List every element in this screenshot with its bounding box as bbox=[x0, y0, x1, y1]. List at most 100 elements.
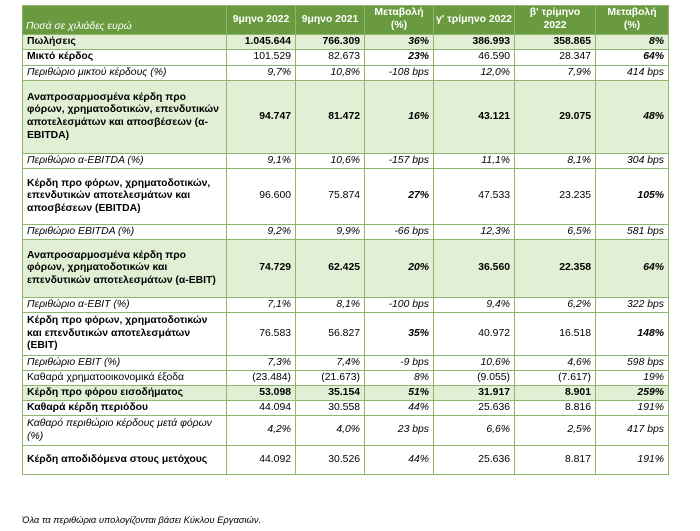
cell-change: 48% bbox=[595, 80, 669, 154]
cell-value: 10,8% bbox=[295, 65, 365, 81]
cell-value: 9,4% bbox=[433, 297, 515, 313]
row-label: Περιθώριο α-EBIT (%) bbox=[22, 297, 227, 313]
cell-value: 28.347 bbox=[514, 49, 596, 66]
cell-value: 2,5% bbox=[514, 415, 596, 446]
row-label: Κέρδη αποδιδόμενα στους μετόχους bbox=[22, 445, 227, 475]
financial-table-container: Ποσά σε χιλιάδες ευρώ 9μηνο 2022 9μηνο 2… bbox=[22, 5, 669, 475]
header-q3-2022: γ' τρίμηνο 2022 bbox=[433, 5, 515, 35]
table-row: Περιθώριο α-EBIT (%) 7,1% 8,1% -100 bps … bbox=[22, 297, 669, 313]
cell-value: (7.617) bbox=[514, 370, 596, 386]
cell-change: 44% bbox=[364, 445, 434, 475]
cell-value: 36.560 bbox=[433, 239, 515, 298]
row-label: Αναπροσαρμοσμένα κέρδη προ φόρων, χρηματ… bbox=[22, 239, 227, 298]
header-change-q: Μεταβολή (%) bbox=[595, 5, 669, 35]
cell-value: 7,1% bbox=[226, 297, 296, 313]
cell-change: 64% bbox=[595, 49, 669, 66]
cell-value: 44.092 bbox=[226, 445, 296, 475]
cell-value: 47.533 bbox=[433, 168, 515, 225]
cell-value: 9,2% bbox=[226, 224, 296, 240]
cell-value: 8,1% bbox=[295, 297, 365, 313]
cell-value: 96.600 bbox=[226, 168, 296, 225]
cell-value: 766.309 bbox=[295, 34, 365, 50]
cell-value: 7,3% bbox=[226, 355, 296, 371]
cell-change: 8% bbox=[364, 370, 434, 386]
cell-value: 22.358 bbox=[514, 239, 596, 298]
cell-change: 35% bbox=[364, 312, 434, 356]
cell-value: 74.729 bbox=[226, 239, 296, 298]
cell-change: -100 bps bbox=[364, 297, 434, 313]
table-row: Περιθώριο EBIT (%) 7,3% 7,4% -9 bps 10,6… bbox=[22, 355, 669, 371]
cell-value: 82.673 bbox=[295, 49, 365, 66]
row-label: Καθαρά κέρδη περιόδου bbox=[22, 400, 227, 416]
table-row: Αναπροσαρμοσμένα κέρδη προ φόρων, χρηματ… bbox=[22, 80, 669, 154]
cell-change: 64% bbox=[595, 239, 669, 298]
table-row: Καθαρό περιθώριο κέρδους μετά φόρων (%) … bbox=[22, 415, 669, 446]
cell-change: 23% bbox=[364, 49, 434, 66]
cell-value: 43.121 bbox=[433, 80, 515, 154]
cell-value: (9.055) bbox=[433, 370, 515, 386]
row-label: Περιθώριο α-EBITDA (%) bbox=[22, 153, 227, 169]
cell-change: -66 bps bbox=[364, 224, 434, 240]
cell-value: 23.235 bbox=[514, 168, 596, 225]
cell-change: 44% bbox=[364, 400, 434, 416]
header-units-label: Ποσά σε χιλιάδες ευρώ bbox=[22, 5, 227, 35]
cell-change: 304 bps bbox=[595, 153, 669, 169]
row-label: Αναπροσαρμοσμένα κέρδη προ φόρων, χρηματ… bbox=[22, 80, 227, 154]
cell-value: 81.472 bbox=[295, 80, 365, 154]
cell-change: 191% bbox=[595, 445, 669, 475]
cell-value: 53.098 bbox=[226, 385, 296, 401]
cell-change: 16% bbox=[364, 80, 434, 154]
cell-value: 4,2% bbox=[226, 415, 296, 446]
table-row: Περιθώριο EBITDA (%) 9,2% 9,9% -66 bps 1… bbox=[22, 224, 669, 240]
table-row: Πωλήσεις 1.045.644 766.309 36% 386.993 3… bbox=[22, 34, 669, 50]
table-row: Καθαρά χρηματοοικονομικά έξοδα (23.484) … bbox=[22, 370, 669, 386]
cell-value: 101.529 bbox=[226, 49, 296, 66]
table-row: Αναπροσαρμοσμένα κέρδη προ φόρων, χρηματ… bbox=[22, 239, 669, 298]
cell-value: 7,9% bbox=[514, 65, 596, 81]
cell-value: 1.045.644 bbox=[226, 34, 296, 50]
cell-value: 12,0% bbox=[433, 65, 515, 81]
cell-value: 75.874 bbox=[295, 168, 365, 225]
row-label: Περιθώριο EBITDA (%) bbox=[22, 224, 227, 240]
table-row: Καθαρά κέρδη περιόδου 44.094 30.558 44% … bbox=[22, 400, 669, 416]
cell-value: 76.583 bbox=[226, 312, 296, 356]
header-change-9m: Μεταβολή (%) bbox=[364, 5, 434, 35]
cell-value: 30.526 bbox=[295, 445, 365, 475]
table-footnote: Όλα τα περιθώρια υπολογίζονται βάσει Κύκ… bbox=[22, 514, 262, 525]
table-row: Κέρδη αποδιδόμενα στους μετόχους 44.092 … bbox=[22, 445, 669, 475]
cell-change: 36% bbox=[364, 34, 434, 50]
cell-change: -108 bps bbox=[364, 65, 434, 81]
cell-value: 56.827 bbox=[295, 312, 365, 356]
row-label: Περιθώριο EBIT (%) bbox=[22, 355, 227, 371]
cell-value: 4,0% bbox=[295, 415, 365, 446]
cell-change: 322 bps bbox=[595, 297, 669, 313]
cell-value: 8,1% bbox=[514, 153, 596, 169]
cell-value: 386.993 bbox=[433, 34, 515, 50]
cell-change: 19% bbox=[595, 370, 669, 386]
cell-change: 581 bps bbox=[595, 224, 669, 240]
row-label: Κέρδη προ φόρων, χρηματοδοτικών και επεν… bbox=[22, 312, 227, 356]
cell-value: 6,6% bbox=[433, 415, 515, 446]
cell-value: 6,2% bbox=[514, 297, 596, 313]
header-9m-2021: 9μηνο 2021 bbox=[295, 5, 365, 35]
table-row: Κέρδη προ φόρων, χρηματοδοτικών και επεν… bbox=[22, 312, 669, 356]
cell-value: (23.484) bbox=[226, 370, 296, 386]
row-label: Καθαρά χρηματοοικονομικά έξοδα bbox=[22, 370, 227, 386]
cell-change: -9 bps bbox=[364, 355, 434, 371]
cell-change: -157 bps bbox=[364, 153, 434, 169]
cell-value: 10,6% bbox=[433, 355, 515, 371]
cell-value: 31.917 bbox=[433, 385, 515, 401]
cell-value: 35.154 bbox=[295, 385, 365, 401]
cell-change: 51% bbox=[364, 385, 434, 401]
financial-results-table: Ποσά σε χιλιάδες ευρώ 9μηνο 2022 9μηνο 2… bbox=[22, 5, 669, 475]
table-row: Μικτό κέρδος 101.529 82.673 23% 46.590 2… bbox=[22, 49, 669, 66]
table-header-row: Ποσά σε χιλιάδες ευρώ 9μηνο 2022 9μηνο 2… bbox=[22, 5, 669, 35]
row-label: Κέρδη προ φόρων, χρηματοδοτικών, επενδυτ… bbox=[22, 168, 227, 225]
cell-change: 105% bbox=[595, 168, 669, 225]
cell-change: 148% bbox=[595, 312, 669, 356]
cell-value: 62.425 bbox=[295, 239, 365, 298]
header-q2-2022: β' τρίμηνο 2022 bbox=[514, 5, 596, 35]
row-label: Καθαρό περιθώριο κέρδους μετά φόρων (%) bbox=[22, 415, 227, 446]
table-row: Περιθώριο α-EBITDA (%) 9,1% 10,6% -157 b… bbox=[22, 153, 669, 169]
cell-value: 9,7% bbox=[226, 65, 296, 81]
